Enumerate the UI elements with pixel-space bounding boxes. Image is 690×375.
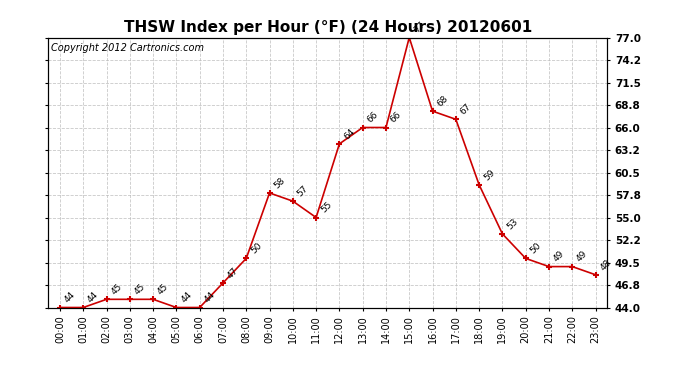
Text: 44: 44 — [63, 290, 77, 305]
Text: 49: 49 — [552, 249, 566, 264]
Text: 45: 45 — [109, 282, 124, 297]
Title: THSW Index per Hour (°F) (24 Hours) 20120601: THSW Index per Hour (°F) (24 Hours) 2012… — [124, 20, 532, 35]
Text: 48: 48 — [598, 258, 613, 272]
Text: 55: 55 — [319, 200, 333, 215]
Text: Copyright 2012 Cartronics.com: Copyright 2012 Cartronics.com — [51, 43, 204, 53]
Text: 44: 44 — [86, 290, 100, 305]
Text: 44: 44 — [202, 290, 217, 305]
Text: 64: 64 — [342, 127, 357, 141]
Text: 67: 67 — [459, 102, 473, 117]
Text: 50: 50 — [249, 241, 264, 256]
Text: 53: 53 — [505, 217, 520, 231]
Text: 58: 58 — [273, 176, 287, 190]
Text: 44: 44 — [179, 290, 193, 305]
Text: 66: 66 — [366, 110, 380, 125]
Text: 47: 47 — [226, 266, 240, 280]
Text: 45: 45 — [132, 282, 147, 297]
Text: 49: 49 — [575, 249, 589, 264]
Text: 50: 50 — [529, 241, 543, 256]
Text: 66: 66 — [388, 110, 403, 125]
Text: 68: 68 — [435, 94, 450, 108]
Text: 59: 59 — [482, 168, 496, 182]
Text: 45: 45 — [156, 282, 170, 297]
Text: 77: 77 — [412, 20, 426, 35]
Text: 57: 57 — [295, 184, 310, 198]
